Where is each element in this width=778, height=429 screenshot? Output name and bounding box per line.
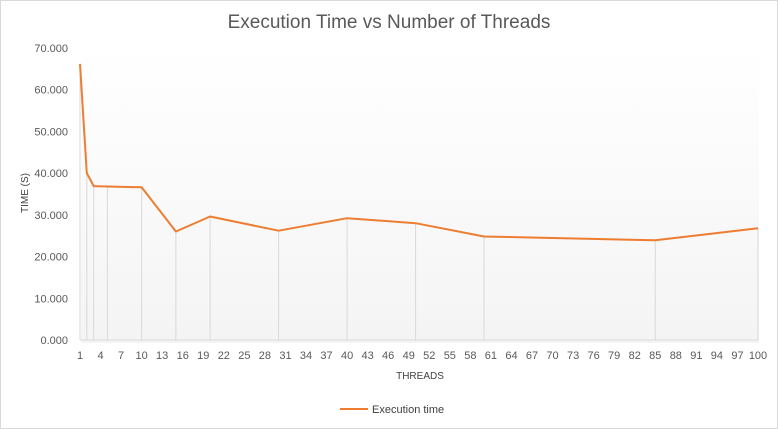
x-tick-label: 61 <box>485 350 497 362</box>
x-tick-label: 97 <box>731 350 743 362</box>
x-tick-label: 22 <box>218 350 230 362</box>
x-tick-label: 91 <box>690 350 702 362</box>
y-axis-title: TIME (S) <box>20 173 31 213</box>
x-tick-label: 82 <box>629 350 641 362</box>
x-tick-label: 10 <box>136 350 148 362</box>
x-tick-label: 88 <box>670 350 682 362</box>
x-tick-label: 79 <box>608 350 620 362</box>
x-tick-label: 70 <box>546 350 558 362</box>
chart-title: Execution Time vs Number of Threads <box>228 12 551 33</box>
x-tick-label: 34 <box>300 350 312 362</box>
x-tick-label: 25 <box>238 350 250 362</box>
x-tick-label: 37 <box>320 350 332 362</box>
y-axis-ticks: 0.000 10.000 20.000 30.000 40.000 50.000 60.00… <box>34 43 68 347</box>
x-tick-label: 1 <box>77 350 83 362</box>
x-tick-label: 31 <box>279 350 291 362</box>
legend: Execution time <box>340 404 444 416</box>
x-tick-label: 13 <box>156 350 168 362</box>
x-axis-title: THREADS <box>396 371 444 382</box>
x-tick-label: 76 <box>588 350 600 362</box>
x-tick-label: 43 <box>362 350 374 362</box>
x-tick-label: 100 <box>749 350 767 362</box>
x-tick-label: 16 <box>177 350 189 362</box>
series-line-execution-time <box>79 63 759 242</box>
x-tick-label: 64 <box>505 350 517 362</box>
x-axis-ticks: 1 4 7 10 13 16 19 22 25 28 31 34 37 40 43 46 49 52 55 58 61 6… <box>77 350 767 362</box>
y-tick-label: 60.000 <box>34 85 68 97</box>
x-tick-label: 40 <box>341 350 353 362</box>
y-tick-label: 30.000 <box>34 210 68 222</box>
x-tick-label: 55 <box>444 350 456 362</box>
drop-lines <box>79 63 759 340</box>
x-tick-label: 85 <box>649 350 661 362</box>
x-tick-label: 52 <box>423 350 435 362</box>
legend-label: Execution time <box>372 404 444 416</box>
x-tick-label: 49 <box>403 350 415 362</box>
x-tick-label: 58 <box>464 350 476 362</box>
x-tick-label: 67 <box>526 350 538 362</box>
x-tick-label: 46 <box>382 350 394 362</box>
y-tick-label: 70.000 <box>34 43 68 55</box>
y-tick-label: 20.000 <box>34 252 68 264</box>
x-tick-label: 4 <box>97 350 103 362</box>
y-tick-label: 0.000 <box>40 335 68 347</box>
y-tick-label: 10.000 <box>34 293 68 305</box>
x-tick-label: 7 <box>118 350 124 362</box>
x-tick-label: 28 <box>259 350 271 362</box>
x-tick-label: 73 <box>567 350 579 362</box>
y-tick-label: 50.000 <box>34 126 68 138</box>
y-tick-label: 40.000 <box>34 168 68 180</box>
x-tick-label: 19 <box>197 350 209 362</box>
x-tick-label: 94 <box>711 350 723 362</box>
plot-area <box>81 46 759 343</box>
